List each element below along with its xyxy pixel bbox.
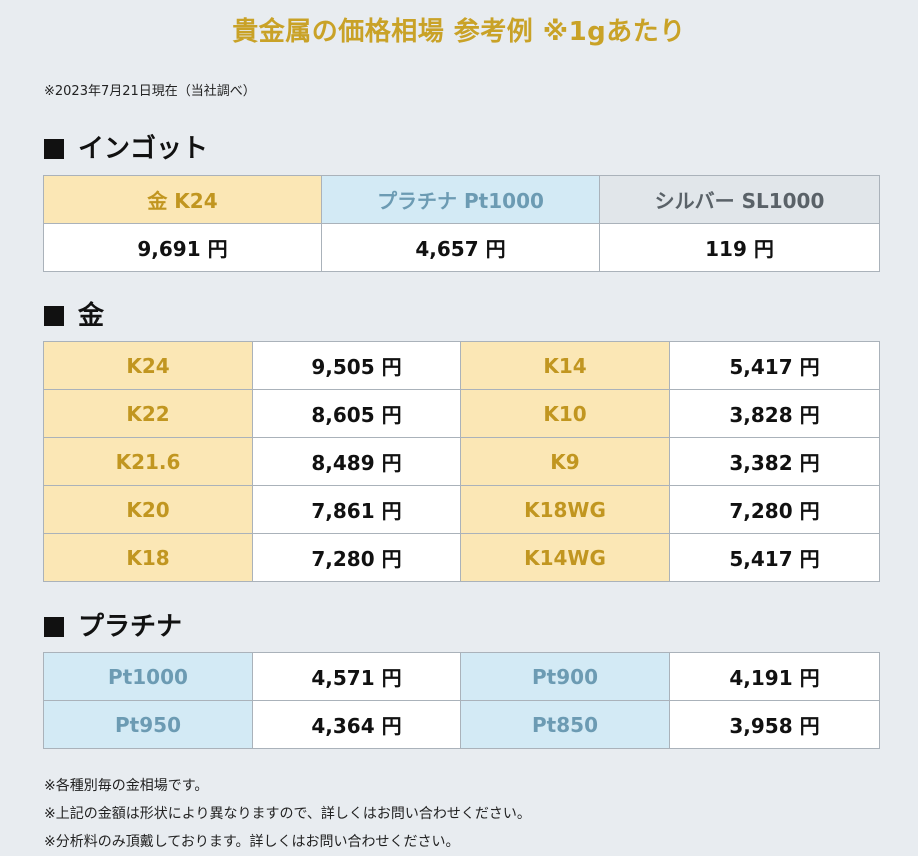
platinum-price: 4,364 円: [252, 700, 461, 749]
platinum-price: 4,571 円: [252, 652, 461, 701]
section-heading-ingot: インゴット: [44, 132, 208, 166]
table-row: K18 7,280 円 K14WG 5,417 円: [43, 533, 880, 582]
gold-grade: K22: [43, 389, 253, 438]
gold-grade: K14WG: [460, 533, 670, 582]
gold-price: 3,828 円: [669, 389, 880, 438]
gold-price: 7,280 円: [669, 485, 880, 534]
table-row: K20 7,861 円 K18WG 7,280 円: [43, 485, 880, 534]
table-row: K24 9,505 円 K14 5,417 円: [43, 341, 880, 390]
table-row: 金 K24 プラチナ Pt1000 シルバー SL1000: [43, 175, 880, 224]
ingot-price-platinum: 4,657 円: [321, 223, 600, 272]
gold-grade: K10: [460, 389, 670, 438]
footnote: ※各種別毎の金相場です。: [44, 778, 209, 794]
gold-price: 7,280 円: [252, 533, 461, 582]
footnotes: ※各種別毎の金相場です。 ※上記の金額は形状により異なりますので、詳しくはお問い…: [44, 772, 531, 856]
gold-price: 9,505 円: [252, 341, 461, 390]
ingot-price-gold: 9,691 円: [43, 223, 322, 272]
gold-price-table: K24 9,505 円 K14 5,417 円 K22 8,605 円 K10 …: [43, 341, 880, 582]
gold-price: 5,417 円: [669, 533, 880, 582]
section-heading-platinum: プラチナ: [44, 610, 182, 644]
black-square-icon: [44, 617, 64, 637]
ingot-price-silver: 119 円: [599, 223, 880, 272]
platinum-price: 3,958 円: [669, 700, 880, 749]
platinum-grade: Pt950: [43, 700, 253, 749]
table-row: 9,691 円 4,657 円 119 円: [43, 223, 880, 272]
ingot-header-platinum: プラチナ Pt1000: [321, 175, 600, 224]
date-note: ※2023年7月21日現在（当社調べ）: [44, 84, 256, 99]
gold-grade: K20: [43, 485, 253, 534]
ingot-header-gold: 金 K24: [43, 175, 322, 224]
ingot-header-silver: シルバー SL1000: [599, 175, 880, 224]
table-row: Pt950 4,364 円 Pt850 3,958 円: [43, 700, 880, 749]
gold-price: 7,861 円: [252, 485, 461, 534]
footnote: ※上記の金額は形状により異なりますので、詳しくはお問い合わせください。: [44, 806, 531, 822]
black-square-icon: [44, 306, 64, 326]
black-square-icon: [44, 139, 64, 159]
gold-grade: K9: [460, 437, 670, 486]
gold-grade: K18: [43, 533, 253, 582]
section-heading-label: 金: [78, 301, 105, 331]
gold-price: 3,382 円: [669, 437, 880, 486]
footnote: ※分析料のみ頂戴しております。詳しくはお問い合わせください。: [44, 834, 460, 850]
platinum-grade: Pt850: [460, 700, 670, 749]
gold-grade: K21.6: [43, 437, 253, 486]
platinum-price: 4,191 円: [669, 652, 880, 701]
gold-price: 8,605 円: [252, 389, 461, 438]
table-row: Pt1000 4,571 円 Pt900 4,191 円: [43, 652, 880, 701]
platinum-grade: Pt1000: [43, 652, 253, 701]
section-heading-label: インゴット: [78, 134, 209, 164]
ingot-price-table: 金 K24 プラチナ Pt1000 シルバー SL1000 9,691 円 4,…: [43, 175, 880, 272]
platinum-grade: Pt900: [460, 652, 670, 701]
gold-price: 5,417 円: [669, 341, 880, 390]
platinum-price-table: Pt1000 4,571 円 Pt900 4,191 円 Pt950 4,364…: [43, 652, 880, 749]
page-title: 貴金属の価格相場 参考例 ※1gあたり: [232, 17, 686, 47]
table-row: K21.6 8,489 円 K9 3,382 円: [43, 437, 880, 486]
section-heading-gold: 金: [44, 299, 104, 333]
section-heading-label: プラチナ: [78, 612, 183, 642]
gold-grade: K18WG: [460, 485, 670, 534]
gold-grade: K24: [43, 341, 253, 390]
gold-price: 8,489 円: [252, 437, 461, 486]
table-row: K22 8,605 円 K10 3,828 円: [43, 389, 880, 438]
gold-grade: K14: [460, 341, 670, 390]
